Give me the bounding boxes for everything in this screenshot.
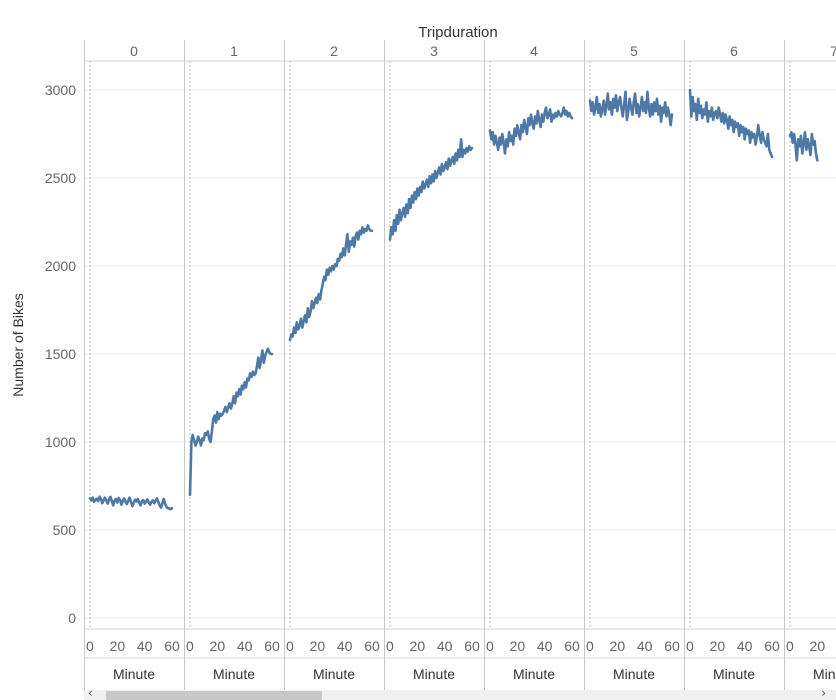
- line-layer: [88, 88, 819, 511]
- x-tick-label: 20: [310, 638, 326, 654]
- series-line-tripduration-1: [188, 347, 274, 497]
- x-tick-label: 40: [537, 638, 553, 654]
- x-tick-label: 0: [486, 638, 494, 654]
- x-tick-label: 60: [664, 638, 680, 654]
- x-axis-title: Minute: [713, 666, 755, 682]
- series-line-tripduration-0: [88, 495, 174, 511]
- x-tick-label: 40: [137, 638, 153, 654]
- panel-header-label: 7: [830, 43, 836, 59]
- x-tick-label: 40: [337, 638, 353, 654]
- x-tick-label: 60: [564, 638, 580, 654]
- series-line-tripduration-2: [288, 224, 374, 342]
- panel-header-label: 3: [430, 43, 438, 59]
- x-tick-label: 60: [764, 638, 780, 654]
- x-tick-label: 40: [237, 638, 253, 654]
- x-tick-label: 20: [810, 638, 826, 654]
- y-tick-label: 0: [68, 610, 76, 626]
- x-tick-label: 40: [637, 638, 653, 654]
- x-tick-label: 20: [110, 638, 126, 654]
- x-tick-label: 0: [286, 638, 294, 654]
- x-tick-label: 40: [737, 638, 753, 654]
- scroll-left-arrow-icon[interactable]: ‹: [88, 686, 93, 700]
- x-tick-label: 0: [686, 638, 694, 654]
- x-tick-label: 0: [786, 638, 794, 654]
- y-tick-label: 1500: [45, 346, 76, 362]
- x-tick-label: 20: [710, 638, 726, 654]
- column-header-title: Tripduration: [418, 24, 497, 41]
- x-tick-label: 60: [464, 638, 480, 654]
- panel-header-label: 6: [730, 43, 738, 59]
- scroll-thumb[interactable]: [106, 691, 322, 700]
- x-tick-label: 60: [364, 638, 380, 654]
- panel-header-label: 4: [530, 43, 538, 59]
- x-tick-label: 20: [610, 638, 626, 654]
- panel-header-label: 2: [330, 43, 338, 59]
- y-tick-label: 2000: [45, 258, 76, 274]
- y-tick-label: 1000: [45, 434, 76, 450]
- scroll-right-arrow-icon[interactable]: ›: [821, 686, 826, 700]
- x-axis-title: Minute: [513, 666, 555, 682]
- x-tick-label: 20: [510, 638, 526, 654]
- panel-header-label: 0: [130, 43, 138, 59]
- series-line-tripduration-3: [388, 138, 474, 241]
- series-line-tripduration-4: [488, 106, 574, 155]
- x-axis-title: Minute: [813, 666, 836, 682]
- series-line-tripduration-7: [788, 130, 819, 162]
- x-axis-title: Minute: [113, 666, 155, 682]
- x-axis-title: Minute: [413, 666, 455, 682]
- panel-header-label: 5: [630, 43, 638, 59]
- series-line-tripduration-5: [588, 90, 674, 127]
- y-tick-label: 2500: [45, 170, 76, 186]
- panel-header-label: 1: [230, 43, 238, 59]
- x-tick-label: 20: [210, 638, 226, 654]
- x-tick-label: 0: [86, 638, 94, 654]
- x-tick-label: 0: [186, 638, 194, 654]
- y-axis-title: Number of Bikes: [10, 293, 26, 396]
- x-axis-title: Minute: [213, 666, 255, 682]
- series-line-tripduration-6: [688, 88, 774, 159]
- y-tick-label: 500: [53, 522, 77, 538]
- x-tick-label: 0: [586, 638, 594, 654]
- x-tick-label: 60: [164, 638, 180, 654]
- x-axis-title: Minute: [613, 666, 655, 682]
- grid-layer: [84, 89, 836, 619]
- x-tick-label: 60: [264, 638, 280, 654]
- x-tick-label: 20: [410, 638, 426, 654]
- horizontal-scrollbar[interactable]: ‹ ›: [84, 686, 836, 700]
- y-tick-label: 3000: [45, 82, 76, 98]
- x-axis-title: Minute: [313, 666, 355, 682]
- panel-layer: [84, 40, 836, 690]
- x-tick-label: 0: [386, 638, 394, 654]
- x-tick-label: 40: [437, 638, 453, 654]
